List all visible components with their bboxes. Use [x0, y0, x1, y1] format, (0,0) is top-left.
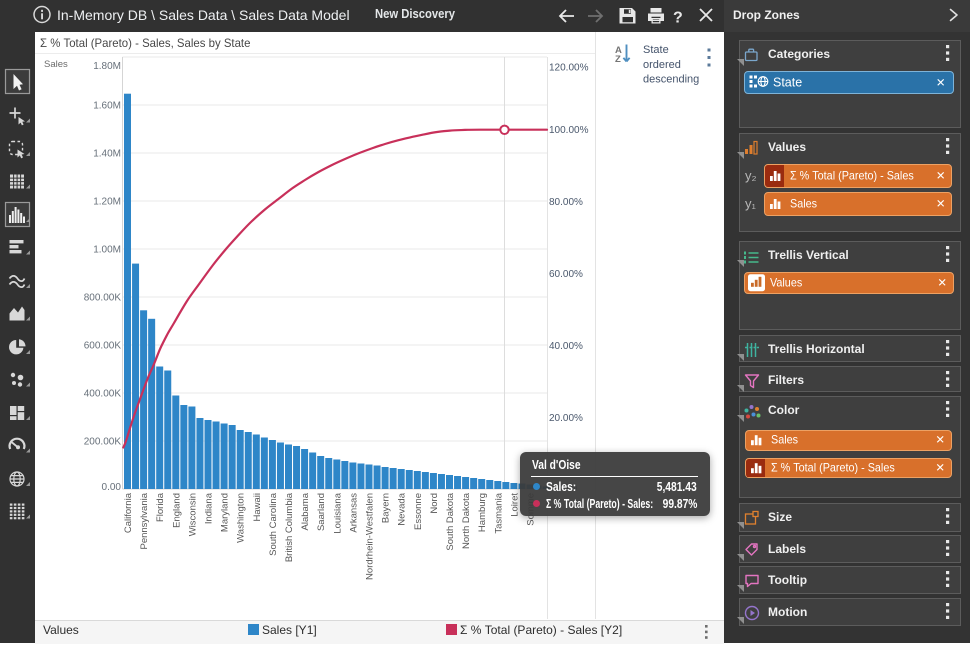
svg-text:Florida: Florida	[155, 492, 166, 522]
svg-text:Wisconsin: Wisconsin	[187, 493, 198, 536]
svg-text:Bayern: Bayern	[381, 493, 392, 523]
svg-text:A: A	[615, 45, 622, 56]
svg-text:South Dakota: South Dakota	[445, 492, 456, 550]
svg-text:0.00: 0.00	[102, 482, 122, 493]
svg-text:1.60M: 1.60M	[93, 101, 121, 112]
svg-text:Hamburg: Hamburg	[477, 493, 488, 532]
svg-text:Hawaii: Hawaii	[252, 493, 263, 522]
svg-text:Indiana: Indiana	[204, 492, 215, 524]
svg-text:North Dakota: North Dakota	[461, 492, 472, 549]
svg-text:1.80M: 1.80M	[93, 61, 121, 72]
svg-text:Washington: Washington	[236, 493, 247, 543]
svg-text:60.00%: 60.00%	[549, 269, 583, 280]
svg-text:descending: descending	[643, 74, 699, 86]
svg-text:100.00%: 100.00%	[549, 125, 589, 136]
svg-text:40.00%: 40.00%	[549, 341, 583, 352]
svg-text:600.00K: 600.00K	[84, 341, 122, 352]
svg-text:Tasmania: Tasmania	[493, 492, 504, 533]
svg-text:20.00%: 20.00%	[549, 413, 583, 424]
svg-text:Pennsylvania: Pennsylvania	[139, 492, 150, 549]
svg-text:State: State	[643, 44, 669, 56]
svg-text:Louisiana: Louisiana	[332, 492, 343, 533]
svg-text:800.00K: 800.00K	[84, 293, 122, 304]
svg-text:1.00M: 1.00M	[93, 245, 121, 256]
svg-text:Arkansas: Arkansas	[348, 493, 359, 533]
svg-text:Nevada: Nevada	[397, 492, 408, 525]
svg-text:Loiret: Loiret	[509, 493, 520, 517]
svg-text:Nordrhein-Westfalen: Nordrhein-Westfalen	[365, 493, 376, 580]
svg-text:California: California	[123, 492, 134, 533]
svg-text:Essonne: Essonne	[413, 493, 424, 530]
svg-text:ordered: ordered	[643, 59, 681, 71]
svg-text:Maryland: Maryland	[220, 493, 231, 532]
svg-text:Sales: Sales	[44, 59, 68, 70]
svg-text:British Columbia: British Columbia	[284, 492, 295, 562]
svg-text:80.00%: 80.00%	[549, 197, 583, 208]
svg-text:Alabama: Alabama	[300, 492, 311, 530]
svg-text:Saarland: Saarland	[316, 493, 327, 531]
svg-text:1.40M: 1.40M	[93, 149, 121, 160]
svg-text:England: England	[171, 493, 182, 528]
svg-text:120.00%: 120.00%	[549, 62, 589, 73]
svg-text:200.00K: 200.00K	[84, 437, 122, 448]
svg-text:Nord: Nord	[429, 493, 440, 514]
svg-text:Z: Z	[615, 54, 621, 65]
svg-text:1.20M: 1.20M	[93, 197, 121, 208]
svg-text:South Carolina: South Carolina	[268, 492, 279, 556]
svg-text:400.00K: 400.00K	[84, 389, 122, 400]
svg-text:?: ?	[673, 10, 683, 27]
